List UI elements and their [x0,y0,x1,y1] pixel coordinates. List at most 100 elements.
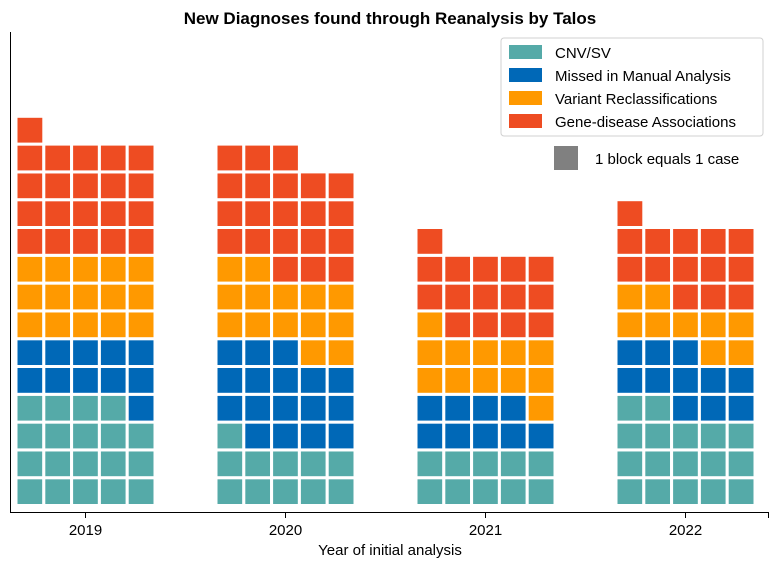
waffle-block [614,365,646,396]
waffle-block [214,170,246,202]
waffle-block [442,253,474,285]
x-tick-label: 2019 [69,522,102,539]
waffle-block [14,337,46,369]
waffle-block [70,448,101,480]
waffle-block [414,448,446,480]
x-tick-label: 2020 [269,522,302,539]
waffle-block [670,281,701,313]
waffle-block [670,448,701,480]
waffle-block [725,226,757,257]
waffle-block [42,392,74,424]
waffle-group-2022 [614,198,757,508]
legend-swatch [509,68,542,82]
waffle-block [470,365,501,396]
legend-swatch [509,45,542,59]
waffle-block [297,392,329,424]
waffle-block [642,309,674,341]
waffle-block [242,337,274,369]
waffle-block [614,281,646,313]
waffle-block [70,226,101,257]
waffle-block [270,337,301,369]
waffle-block [14,476,46,508]
waffle-block [670,226,701,257]
waffle-block [214,142,246,174]
waffle-block [14,114,46,146]
waffle-block [242,170,274,202]
waffle-block [670,476,701,508]
waffle-block [614,392,646,424]
waffle-block [525,253,557,285]
waffle-block [97,170,129,202]
waffle-block [614,309,646,341]
waffle-block [525,476,557,508]
waffle-block [42,170,74,202]
waffle-block [614,420,646,452]
waffle-block [14,281,46,313]
legend-label: Gene-disease Associations [555,114,736,131]
waffle-block [214,309,246,341]
waffle-block [14,226,46,257]
waffle-block [70,170,101,202]
waffle-block [297,476,329,508]
waffle-block [70,365,101,396]
waffle-blocks [14,114,757,508]
waffle-block [497,420,529,452]
waffle-block [325,309,357,341]
waffle-block [125,392,157,424]
x-tick-label: 2021 [469,522,502,539]
waffle-block [614,476,646,508]
waffle-block [414,309,446,341]
waffle-block [525,420,557,452]
waffle-block [725,476,757,508]
waffle-block [297,309,329,341]
waffle-block [697,420,729,452]
waffle-block [697,226,729,257]
waffle-block [42,281,74,313]
waffle-block [725,337,757,369]
waffle-block [442,448,474,480]
waffle-block [97,142,129,174]
waffle-block [497,476,529,508]
waffle-group-2019 [14,114,157,508]
legend-frame [500,37,764,137]
waffle-block [414,476,446,508]
waffle-block [270,309,301,341]
waffle-block [70,392,101,424]
waffle-block [697,309,729,341]
waffle-block [725,365,757,396]
waffle-block [642,337,674,369]
waffle-block [642,448,674,480]
waffle-block [97,476,129,508]
waffle-block [297,170,329,202]
waffle-block [470,309,501,341]
waffle-block [42,365,74,396]
waffle-block [14,420,46,452]
waffle-block [325,198,357,229]
waffle-block [325,253,357,285]
waffle-block [42,337,74,369]
waffle-block [697,448,729,480]
waffle-block [297,226,329,257]
waffle-block [14,448,46,480]
waffle-block [297,253,329,285]
legend-label: Variant Reclassifications [555,91,717,108]
waffle-block [325,420,357,452]
waffle-block [325,337,357,369]
waffle-block [42,253,74,285]
waffle-block [97,365,129,396]
waffle-block [214,226,246,257]
waffle-block [97,337,129,369]
waffle-block [42,448,74,480]
waffle-block [470,337,501,369]
waffle-block [270,392,301,424]
waffle-block [297,281,329,313]
waffle-block [242,309,274,341]
waffle-block [525,365,557,396]
waffle-block [697,392,729,424]
waffle-block [325,392,357,424]
waffle-block [97,253,129,285]
waffle-block [125,337,157,369]
chart-title: New Diagnoses found through Reanalysis b… [184,9,596,28]
waffle-block [242,448,274,480]
waffle-block [470,253,501,285]
